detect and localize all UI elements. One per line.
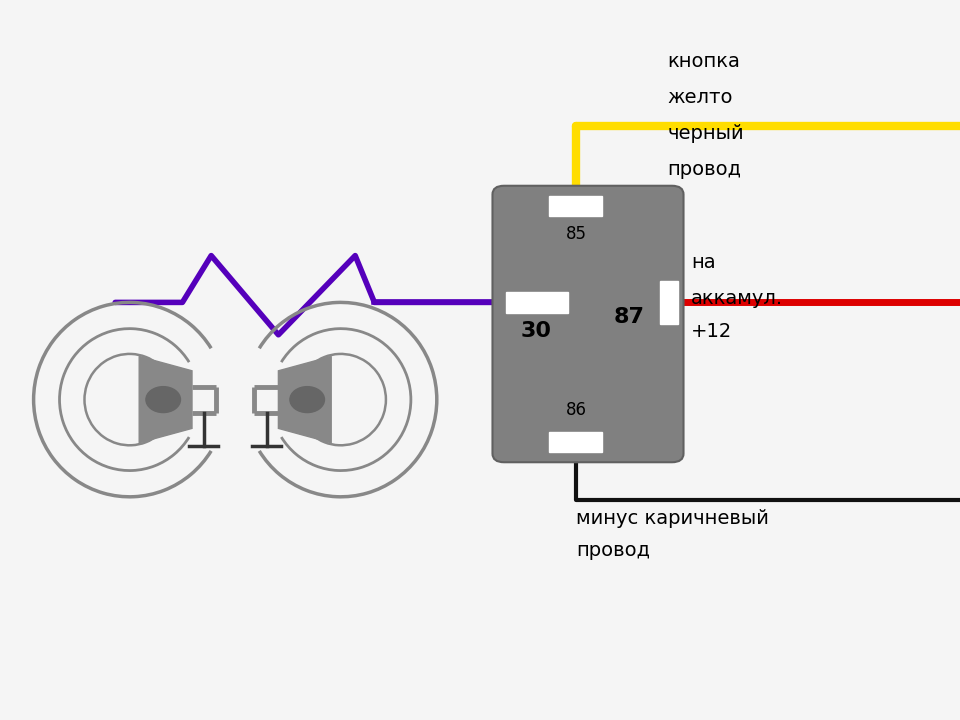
Text: провод: провод [576,541,650,560]
Text: 86: 86 [565,402,587,419]
Bar [549,432,602,452]
Circle shape [290,387,324,413]
Text: аккамул.: аккамул. [691,289,783,308]
Text: черный: черный [667,124,744,143]
Text: провод: провод [667,160,741,179]
Polygon shape [139,356,192,443]
FancyBboxPatch shape [492,186,684,462]
Text: 30: 30 [520,321,551,341]
Bar [660,281,678,324]
Text: минус каричневый: минус каричневый [576,509,769,528]
Text: желто: желто [667,88,732,107]
Circle shape [146,387,180,413]
Bar [506,292,568,313]
Text: на: на [691,253,716,272]
Text: 85: 85 [565,225,587,243]
Text: кнопка: кнопка [667,52,740,71]
Bar [549,196,602,216]
Polygon shape [278,356,331,443]
Text: 87: 87 [613,307,644,327]
Text: +12: +12 [691,322,732,341]
